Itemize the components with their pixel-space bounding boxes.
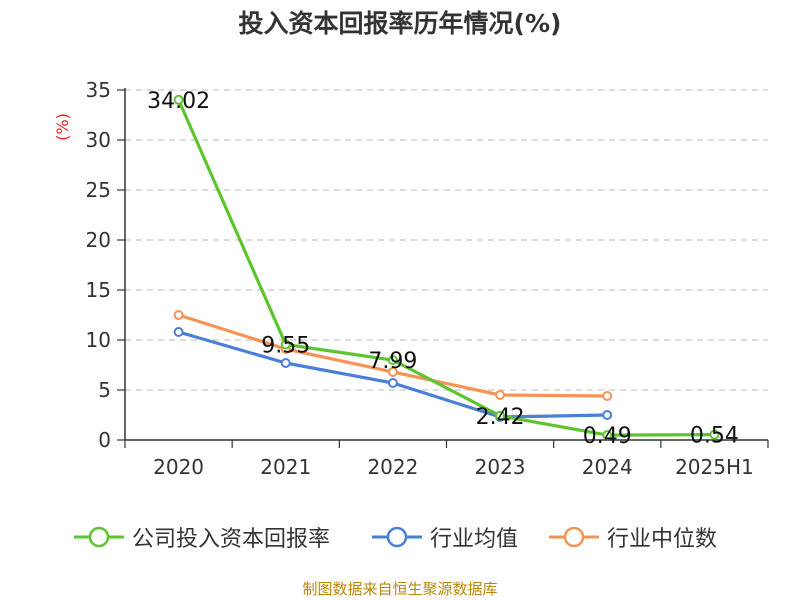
x-tick-label: 2024 <box>582 455 633 479</box>
chart-title: 投入资本回报率历年情况(%) <box>238 9 562 38</box>
data-point <box>387 355 398 366</box>
data-point <box>495 390 506 400</box>
data-label: 34.02 <box>147 89 210 114</box>
axes: 0 5 10 15 20 25 30 35 2020 2021 2022 2023 2024 2025H1 <box>86 78 769 479</box>
data-point <box>602 391 613 401</box>
data-point <box>173 310 184 320</box>
data-point <box>709 429 720 440</box>
data-label: 0.54 <box>690 424 739 449</box>
x-tick-label: 2021 <box>260 455 311 479</box>
legend-item-company[interactable]: 公司投入资本回报率 <box>74 520 330 554</box>
x-tick-label: 2020 <box>153 455 204 479</box>
x-tick-label: 2023 <box>475 455 526 479</box>
y-tick-label: 30 <box>86 128 111 152</box>
data-label: 0.49 <box>583 424 632 449</box>
data-label: 7.99 <box>368 349 417 374</box>
y-tick-label: 15 <box>86 278 111 302</box>
data-point <box>495 410 506 421</box>
data-point <box>280 358 291 368</box>
legend-line-icon <box>549 526 599 548</box>
y-tick-label: 25 <box>86 178 111 202</box>
data-point <box>602 430 613 441</box>
data-point <box>387 378 398 388</box>
data-label: 9.55 <box>261 334 310 359</box>
legend-label: 行业均值 <box>430 527 519 552</box>
legend-label: 行业中位数 <box>607 527 718 552</box>
legend: 公司投入资本回报率 行业均值 行业中位数 <box>0 520 800 554</box>
data-labels: 34.02 9.55 7.99 2.42 0.49 0.54 <box>147 89 739 449</box>
series-line <box>177 99 715 437</box>
data-point <box>602 410 613 420</box>
y-tick-label: 10 <box>86 328 111 352</box>
legend-item-industry-mean[interactable]: 行业均值 <box>372 520 518 554</box>
data-point <box>173 94 184 105</box>
x-tick-label: 2025H1 <box>675 455 754 479</box>
y-tick-label: 35 <box>86 78 111 102</box>
x-tick-label: 2022 <box>367 455 418 479</box>
legend-label: 公司投入资本回报率 <box>132 527 331 552</box>
y-tick-label: 5 <box>98 378 111 402</box>
y-tick-label: 20 <box>86 228 111 252</box>
y-axis-label: (%) <box>53 113 72 141</box>
y-tick-label: 0 <box>98 428 111 452</box>
series-lines <box>173 94 720 441</box>
legend-line-icon <box>74 526 124 548</box>
legend-line-icon <box>372 526 422 548</box>
source-note: 制图数据来自恒生聚源数据库 <box>302 580 498 598</box>
grid-lines <box>125 89 768 391</box>
data-label: 2.42 <box>476 405 525 430</box>
data-point <box>280 339 291 350</box>
data-point <box>173 327 184 337</box>
data-point <box>387 367 398 377</box>
legend-item-industry-median[interactable]: 行业中位数 <box>549 520 717 554</box>
